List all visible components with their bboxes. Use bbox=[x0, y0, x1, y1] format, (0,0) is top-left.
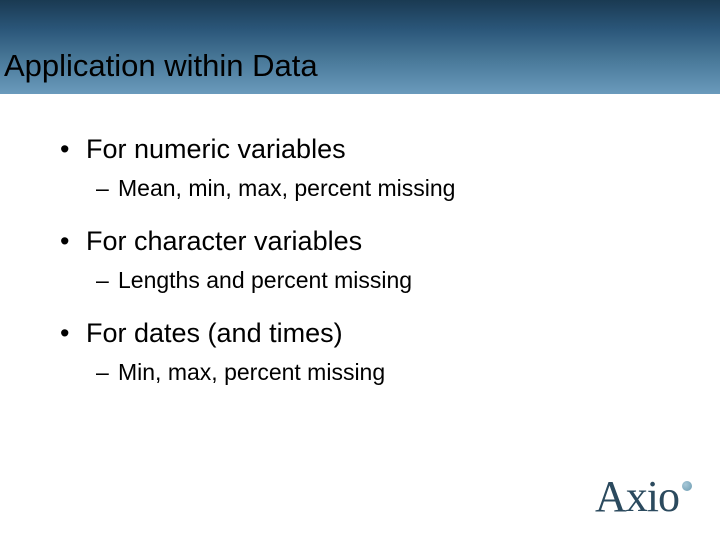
logo-dot-icon bbox=[682, 481, 692, 491]
logo: Axio bbox=[595, 471, 692, 522]
bullet-item: For character variables bbox=[58, 224, 680, 259]
bullet-text: For numeric variables bbox=[86, 134, 346, 164]
bullet-item: For dates (and times) bbox=[58, 316, 680, 351]
logo-text: Axio bbox=[595, 471, 679, 522]
sub-bullet-text: Mean, min, max, percent missing bbox=[118, 175, 455, 201]
slide-content: For numeric variables Mean, min, max, pe… bbox=[0, 94, 720, 388]
bullet-item: For numeric variables bbox=[58, 132, 680, 167]
bullet-text: For dates (and times) bbox=[86, 318, 343, 348]
sub-bullet-text: Min, max, percent missing bbox=[118, 359, 385, 385]
sub-bullet-text: Lengths and percent missing bbox=[118, 267, 412, 293]
header-band: Application within Data bbox=[0, 0, 720, 94]
sub-bullet-item: Min, max, percent missing bbox=[58, 357, 680, 388]
bullet-text: For character variables bbox=[86, 226, 362, 256]
slide-title: Application within Data bbox=[0, 48, 318, 84]
sub-bullet-item: Mean, min, max, percent missing bbox=[58, 173, 680, 204]
sub-bullet-item: Lengths and percent missing bbox=[58, 265, 680, 296]
slide: Application within Data For numeric vari… bbox=[0, 0, 720, 540]
